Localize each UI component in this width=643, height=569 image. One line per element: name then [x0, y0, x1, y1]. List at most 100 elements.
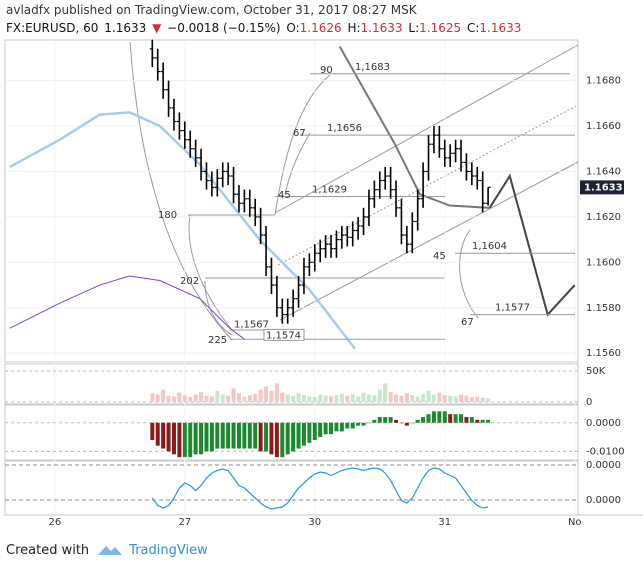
volume-bar — [274, 383, 279, 402]
ohlc-bar — [279, 298, 285, 324]
gann-arc — [284, 132, 311, 196]
ohlc-bar — [371, 180, 377, 208]
volume-bar — [372, 395, 377, 402]
volume-bar — [329, 396, 334, 402]
macd-bar — [410, 422, 415, 424]
angle-label: 202 — [180, 276, 199, 287]
macd-bar — [323, 422, 328, 435]
ohlc-bar — [404, 225, 410, 254]
macd-bar — [350, 422, 355, 429]
ohlc-bar — [463, 153, 469, 181]
macd-bar — [361, 422, 366, 426]
ohlc-bar — [182, 121, 188, 149]
published-line: avladfx published on TradingView.com, Oc… — [6, 3, 417, 17]
macd-bar — [356, 422, 361, 426]
panel-tick-label: 0.0000 — [586, 418, 621, 429]
ohlc-bar — [480, 171, 486, 213]
volume-bar — [226, 395, 231, 402]
volume-bar — [323, 395, 328, 402]
channel-line — [274, 44, 579, 214]
drawings — [129, 41, 579, 341]
ohlc-bar — [469, 162, 475, 186]
volume-bar — [236, 393, 241, 402]
footer: Created with TradingView — [6, 542, 208, 558]
volume-bar — [366, 394, 371, 402]
ohlc-bar — [344, 225, 350, 247]
volume-bar — [459, 394, 464, 402]
ohlc-value: 1.1625 — [419, 21, 462, 35]
volume-bar — [442, 395, 447, 402]
x-tick-label: No — [568, 517, 582, 528]
volume-bar — [356, 396, 361, 402]
volume-bar — [350, 394, 355, 402]
channel-midline — [277, 104, 579, 266]
ohlc-bar — [193, 139, 199, 167]
volume-bar — [209, 396, 214, 402]
ohlc-bar — [361, 207, 367, 236]
x-tick-label: 27 — [178, 517, 191, 528]
macd-bar — [404, 422, 409, 426]
macd-bar — [475, 419, 480, 423]
volume-bar — [182, 395, 187, 402]
volume-bar — [264, 386, 269, 402]
volume-bar — [388, 392, 393, 402]
macd-bar — [388, 417, 393, 423]
macd-bar — [199, 422, 204, 455]
ohlc-bar — [436, 126, 442, 158]
ohlc-bar — [442, 139, 448, 167]
macd-bar — [253, 422, 258, 449]
ohlc-bar — [160, 62, 166, 99]
price-tag — [580, 180, 624, 195]
ohlc-bar — [366, 189, 372, 226]
angle-label: 67 — [461, 317, 474, 328]
volume-bar — [469, 397, 474, 402]
ohlc-bar — [409, 212, 415, 254]
macd-bar — [231, 422, 236, 449]
ohlc-bar — [236, 185, 242, 213]
macd-bar — [296, 422, 301, 449]
ohlc-bar — [474, 166, 480, 190]
macd-bar — [459, 414, 464, 423]
volume-bar — [421, 393, 426, 402]
volume-bar — [410, 395, 415, 402]
volume-bar — [404, 393, 409, 402]
volume-bar — [415, 396, 420, 402]
x-tick-label: 30 — [308, 517, 321, 528]
macd-bar — [307, 422, 312, 443]
macd-bar — [269, 422, 274, 455]
ohlc-key: O: — [286, 21, 300, 35]
volume-bar — [188, 397, 193, 402]
volume-bar — [312, 397, 317, 402]
overlay-line — [488, 173, 576, 317]
volume-bar — [231, 388, 236, 402]
macd-bar — [421, 417, 426, 423]
macd-bar — [480, 419, 485, 423]
ohlc-bar — [323, 235, 329, 258]
macd-bar — [280, 422, 285, 458]
macd-bar — [155, 422, 160, 446]
ohlc-bar — [285, 298, 291, 324]
volume-bar — [377, 389, 382, 402]
volume-bar — [215, 390, 220, 402]
ohlc-key: C: — [466, 21, 480, 35]
y-tick-label: 1.1620 — [586, 212, 621, 223]
ohlc-bar — [382, 166, 388, 190]
macd-bar — [188, 422, 193, 458]
x-tick-label: 31 — [438, 517, 451, 528]
macd-bar — [318, 422, 323, 438]
macd-bar — [339, 422, 344, 432]
macd-bar — [166, 422, 171, 452]
ohlc-key: H: — [347, 21, 361, 35]
ohlc-bar — [155, 48, 161, 81]
brand[interactable]: TradingView — [129, 542, 208, 558]
y-tick-label: 1.1560 — [586, 348, 621, 359]
macd-bar — [486, 419, 491, 423]
ohlc-bar — [350, 221, 356, 247]
gann-arc — [459, 229, 479, 319]
volume-bar — [291, 395, 296, 402]
ohlc-bar — [388, 166, 394, 199]
macd-bar — [264, 422, 269, 452]
ohlc-bar — [171, 98, 177, 131]
ohlc-bar — [231, 166, 237, 204]
level-label: 1,1577 — [495, 303, 530, 314]
